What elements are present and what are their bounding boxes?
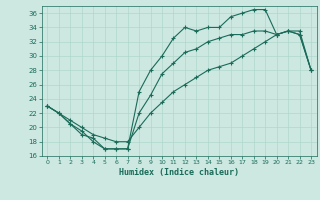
X-axis label: Humidex (Indice chaleur): Humidex (Indice chaleur)	[119, 168, 239, 177]
